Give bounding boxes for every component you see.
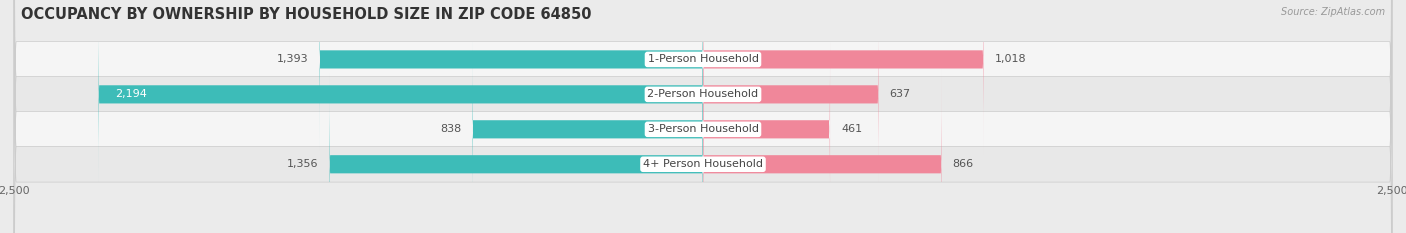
- Text: 1-Person Household: 1-Person Household: [648, 55, 758, 64]
- FancyBboxPatch shape: [703, 34, 830, 225]
- FancyBboxPatch shape: [703, 0, 879, 190]
- Text: 2,194: 2,194: [115, 89, 146, 99]
- FancyBboxPatch shape: [98, 0, 703, 190]
- Text: 4+ Person Household: 4+ Person Household: [643, 159, 763, 169]
- Text: 1,356: 1,356: [287, 159, 318, 169]
- Text: Source: ZipAtlas.com: Source: ZipAtlas.com: [1281, 7, 1385, 17]
- FancyBboxPatch shape: [472, 34, 703, 225]
- Text: 461: 461: [841, 124, 862, 134]
- Text: OCCUPANCY BY OWNERSHIP BY HOUSEHOLD SIZE IN ZIP CODE 64850: OCCUPANCY BY OWNERSHIP BY HOUSEHOLD SIZE…: [21, 7, 592, 22]
- FancyBboxPatch shape: [14, 0, 1392, 233]
- Text: 1,393: 1,393: [277, 55, 308, 64]
- Text: 838: 838: [440, 124, 461, 134]
- FancyBboxPatch shape: [14, 0, 1392, 233]
- FancyBboxPatch shape: [319, 0, 703, 155]
- FancyBboxPatch shape: [329, 69, 703, 233]
- Text: 3-Person Household: 3-Person Household: [648, 124, 758, 134]
- FancyBboxPatch shape: [14, 0, 1392, 233]
- Text: 866: 866: [953, 159, 974, 169]
- FancyBboxPatch shape: [703, 0, 984, 155]
- Text: 1,018: 1,018: [994, 55, 1026, 64]
- Text: 2-Person Household: 2-Person Household: [647, 89, 759, 99]
- FancyBboxPatch shape: [703, 69, 942, 233]
- Text: 637: 637: [890, 89, 911, 99]
- FancyBboxPatch shape: [14, 0, 1392, 233]
